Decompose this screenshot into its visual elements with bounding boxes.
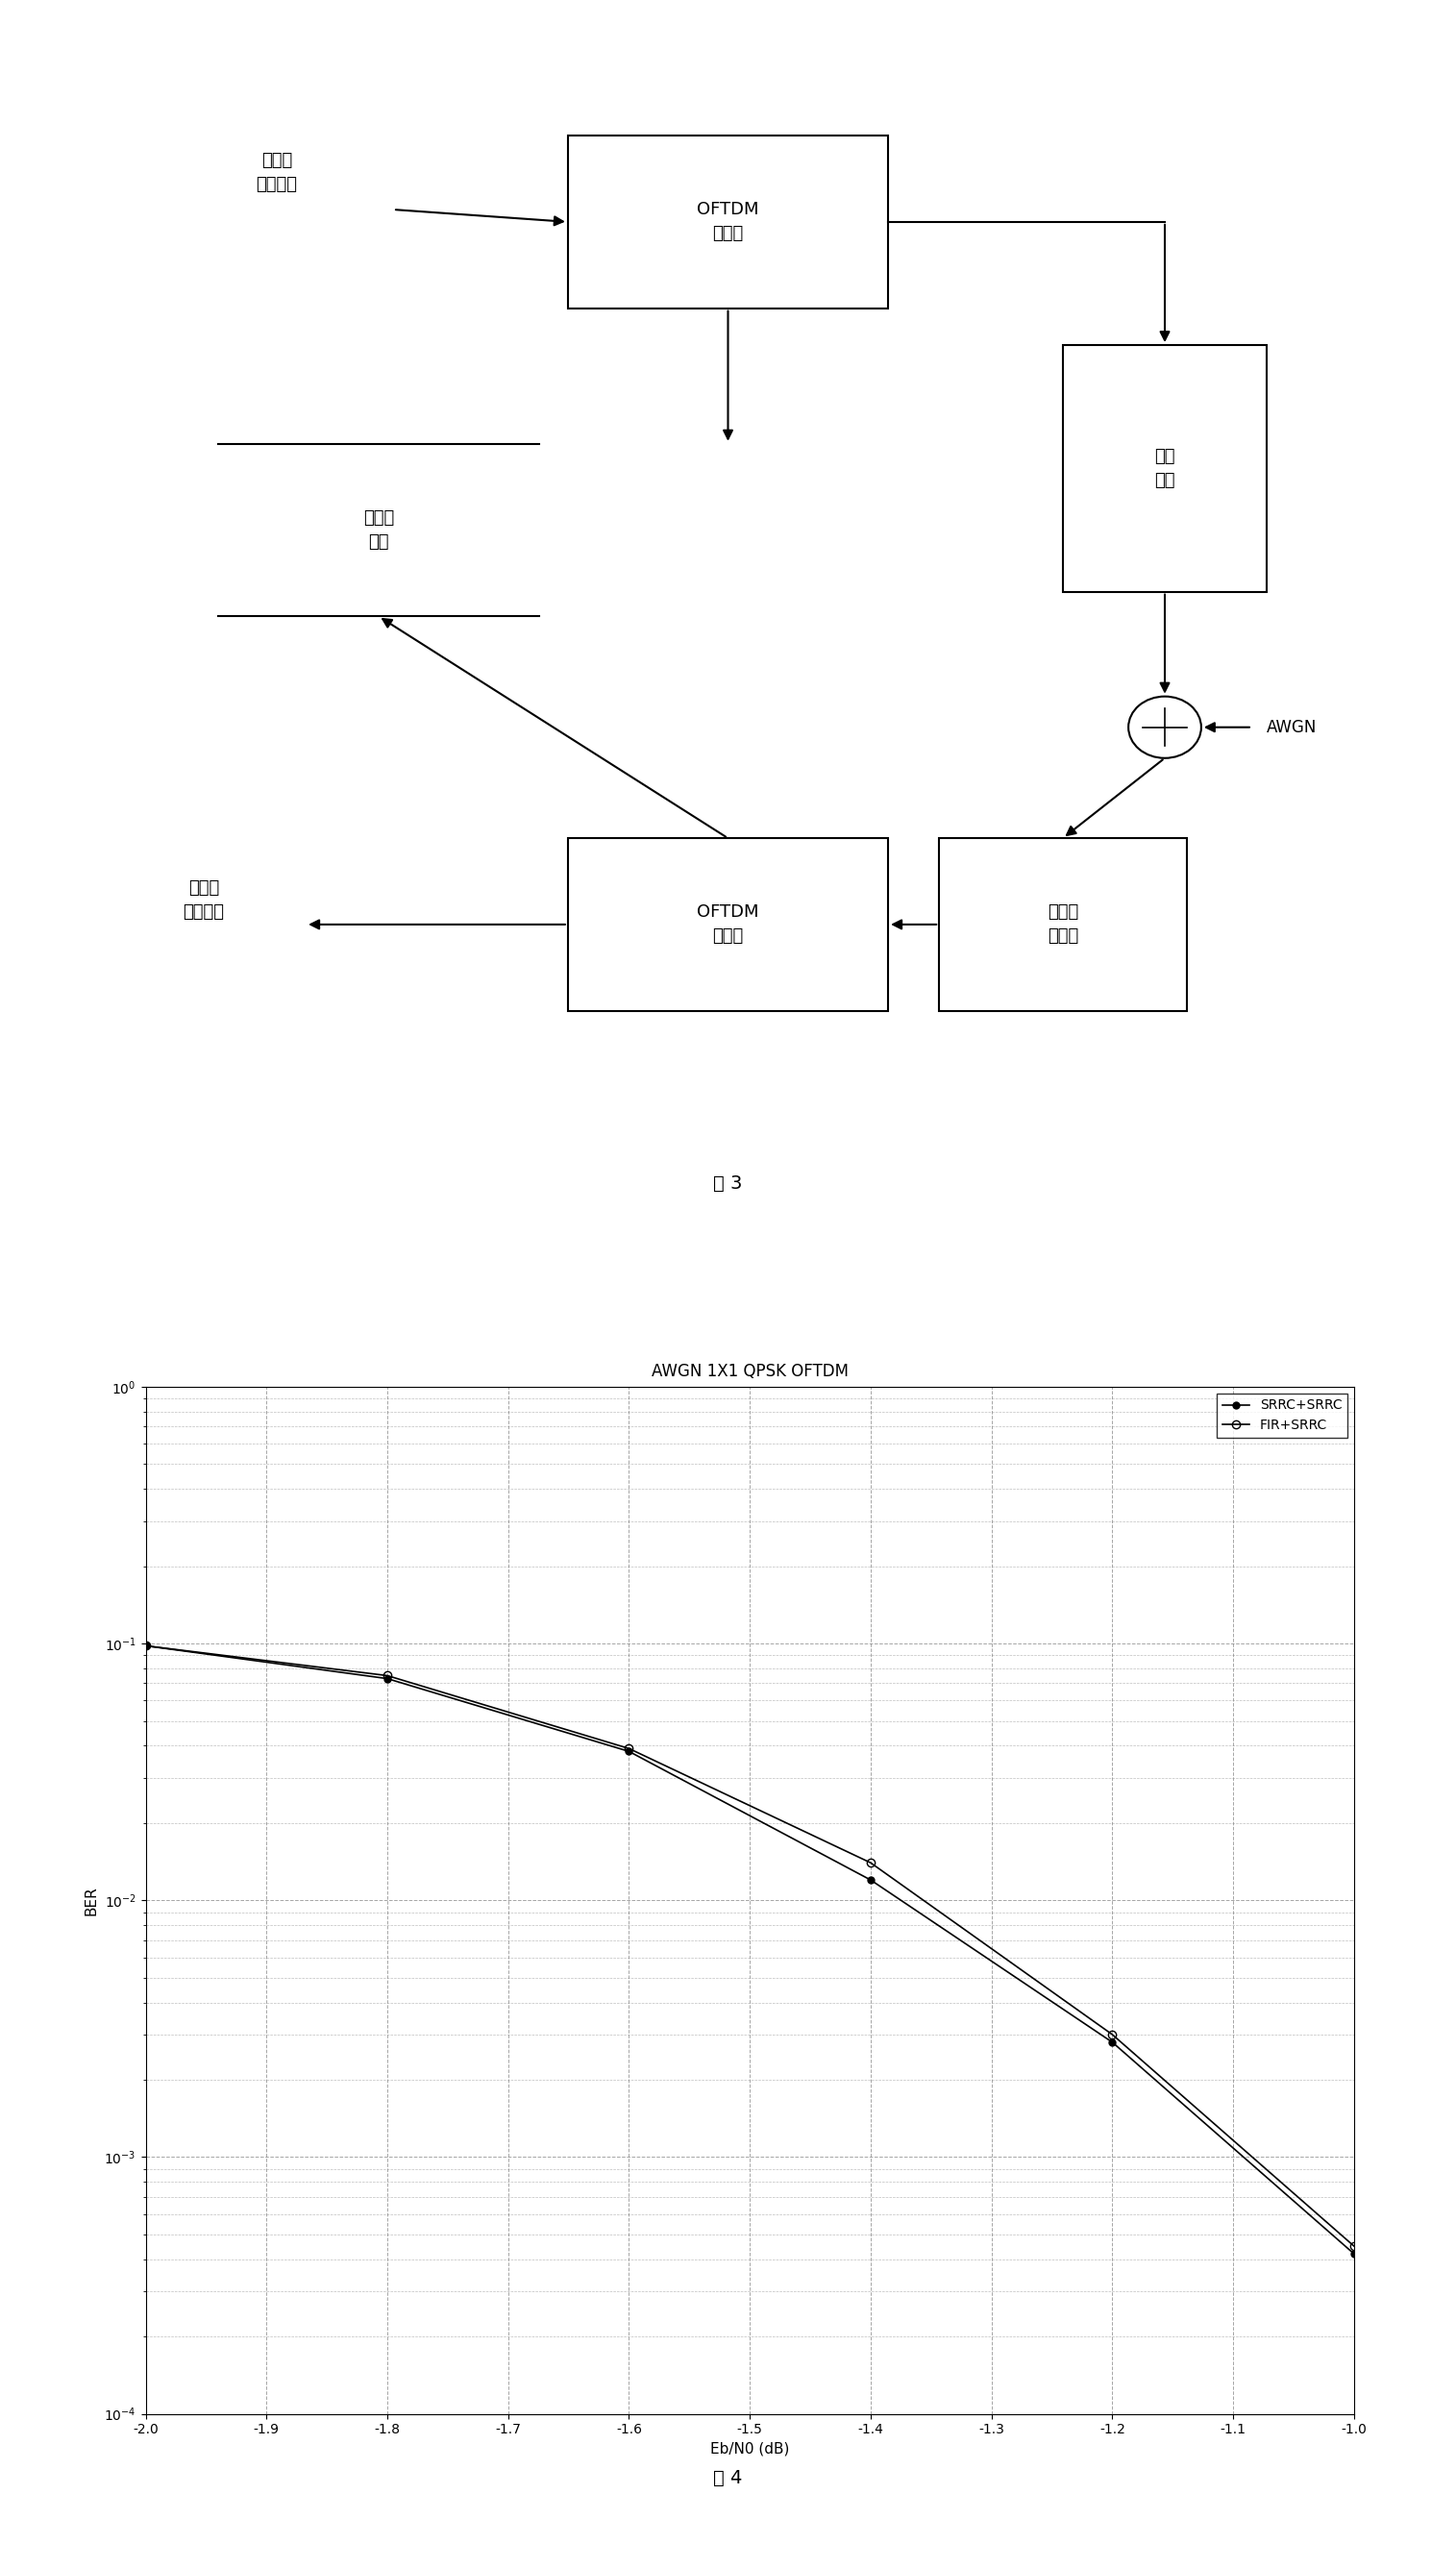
- Text: 接收的
信息比特: 接收的 信息比特: [183, 878, 224, 919]
- Title: AWGN 1X1 QPSK OFTDM: AWGN 1X1 QPSK OFTDM: [651, 1364, 849, 1379]
- Text: OFTDM
发射机: OFTDM 发射机: [697, 200, 759, 241]
- SRRC+SRRC: [379, 1664, 396, 1695]
- FancyBboxPatch shape: [1063, 344, 1267, 591]
- FIR+SRRC: [862, 1846, 879, 1877]
- Legend: SRRC+SRRC, FIR+SRRC: SRRC+SRRC, FIR+SRRC: [1217, 1394, 1347, 1438]
- FIR+SRRC: [379, 1659, 396, 1690]
- Y-axis label: BER: BER: [84, 1885, 99, 1916]
- FIR+SRRC: [137, 1631, 154, 1661]
- Text: AWGN: AWGN: [1267, 719, 1318, 737]
- Text: 图 4: 图 4: [713, 2468, 743, 2488]
- Text: 衰落
信道: 衰落 信道: [1155, 447, 1175, 488]
- FIR+SRRC: [1104, 2018, 1121, 2049]
- SRRC+SRRC: [620, 1736, 638, 1767]
- Text: 发射的
信息比特: 发射的 信息比特: [256, 152, 297, 193]
- FancyBboxPatch shape: [568, 136, 888, 308]
- SRRC+SRRC: [862, 1864, 879, 1895]
- Line: SRRC+SRRC: SRRC+SRRC: [143, 1644, 1357, 2257]
- SRRC+SRRC: [1345, 2239, 1363, 2270]
- FancyBboxPatch shape: [568, 837, 888, 1012]
- Text: 频率同
步误差: 频率同 步误差: [1047, 904, 1079, 945]
- FIR+SRRC: [620, 1733, 638, 1764]
- SRRC+SRRC: [1104, 2026, 1121, 2057]
- X-axis label: Eb/N0 (dB): Eb/N0 (dB): [711, 2442, 789, 2458]
- Line: FIR+SRRC: FIR+SRRC: [141, 1641, 1358, 2250]
- Text: 误码率
统计: 误码率 统计: [363, 508, 395, 550]
- Text: OFTDM
接收机: OFTDM 接收机: [697, 904, 759, 945]
- FancyBboxPatch shape: [939, 837, 1187, 1012]
- FIR+SRRC: [1345, 2232, 1363, 2262]
- Text: 图 3: 图 3: [713, 1174, 743, 1192]
- SRRC+SRRC: [137, 1631, 154, 1661]
